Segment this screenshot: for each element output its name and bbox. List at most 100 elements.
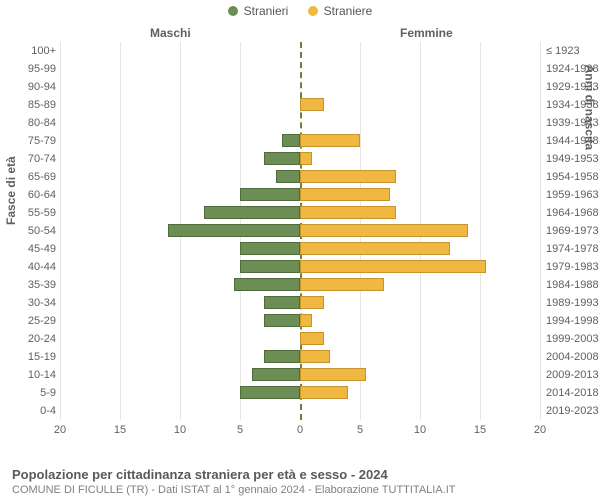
bar-female	[300, 134, 360, 147]
table-row: 60-641959-1963	[60, 186, 540, 204]
y-tick-right: 1994-1998	[546, 312, 600, 330]
y-tick-left: 55-59	[0, 204, 56, 222]
bar-male	[240, 260, 300, 273]
y-tick-right: 1939-1943	[546, 114, 600, 132]
y-tick-right: 2004-2008	[546, 348, 600, 366]
header-left: Maschi	[150, 26, 191, 40]
x-tick-label: 15	[474, 424, 486, 436]
y-tick-right: 1979-1983	[546, 258, 600, 276]
y-tick-right: 1999-2003	[546, 330, 600, 348]
bar-female	[300, 260, 486, 273]
x-tick-label: 20	[54, 424, 66, 436]
bar-female	[300, 188, 390, 201]
table-row: 20-241999-2003	[60, 330, 540, 348]
y-tick-left: 40-44	[0, 258, 56, 276]
bar-female	[300, 98, 324, 111]
bar-female	[300, 170, 396, 183]
legend-item-left: Stranieri	[228, 4, 289, 18]
plot-area: 201510505101520100+≤ 192395-991924-19289…	[60, 42, 540, 442]
bar-female	[300, 368, 366, 381]
y-tick-left: 45-49	[0, 240, 56, 258]
table-row: 35-391984-1988	[60, 276, 540, 294]
y-tick-right: 1964-1968	[546, 204, 600, 222]
y-tick-right: 1974-1978	[546, 240, 600, 258]
table-row: 5-92014-2018	[60, 384, 540, 402]
bar-male	[240, 242, 300, 255]
y-tick-right: ≤ 1923	[546, 42, 600, 60]
x-tick-label: 10	[174, 424, 186, 436]
table-row: 40-441979-1983	[60, 258, 540, 276]
table-row: 30-341989-1993	[60, 294, 540, 312]
y-tick-right: 1949-1953	[546, 150, 600, 168]
bar-female	[300, 386, 348, 399]
table-row: 0-42019-2023	[60, 402, 540, 420]
bar-female	[300, 224, 468, 237]
y-tick-left: 35-39	[0, 276, 56, 294]
legend-swatch-left	[228, 6, 238, 16]
y-tick-right: 2014-2018	[546, 384, 600, 402]
table-row: 65-691954-1958	[60, 168, 540, 186]
bar-female	[300, 296, 324, 309]
bar-male	[168, 224, 300, 237]
y-tick-left: 25-29	[0, 312, 56, 330]
y-tick-left: 100+	[0, 42, 56, 60]
caption: Popolazione per cittadinanza straniera p…	[12, 467, 588, 496]
x-tick-label: 5	[237, 424, 243, 436]
y-tick-right: 1959-1963	[546, 186, 600, 204]
y-tick-right: 1924-1928	[546, 60, 600, 78]
y-tick-left: 70-74	[0, 150, 56, 168]
y-tick-right: 1969-1973	[546, 222, 600, 240]
table-row: 90-941929-1933	[60, 78, 540, 96]
bar-female	[300, 314, 312, 327]
bar-male	[264, 296, 300, 309]
table-row: 85-891934-1938	[60, 96, 540, 114]
table-row: 10-142009-2013	[60, 366, 540, 384]
bar-female	[300, 242, 450, 255]
y-tick-right: 1954-1958	[546, 168, 600, 186]
y-tick-left: 80-84	[0, 114, 56, 132]
y-tick-right: 1929-1933	[546, 78, 600, 96]
y-tick-left: 0-4	[0, 402, 56, 420]
pyramid-chart-root: Stranieri Straniere Maschi Femmine Fasce…	[0, 0, 600, 500]
legend-item-right: Straniere	[308, 4, 373, 18]
y-tick-left: 10-14	[0, 366, 56, 384]
bar-male	[276, 170, 300, 183]
y-tick-left: 15-19	[0, 348, 56, 366]
bar-male	[252, 368, 300, 381]
table-row: 55-591964-1968	[60, 204, 540, 222]
y-tick-right: 1934-1938	[546, 96, 600, 114]
bar-male	[240, 386, 300, 399]
y-tick-left: 5-9	[0, 384, 56, 402]
x-tick-label: 5	[357, 424, 363, 436]
table-row: 50-541969-1973	[60, 222, 540, 240]
y-tick-left: 75-79	[0, 132, 56, 150]
y-tick-right: 2019-2023	[546, 402, 600, 420]
table-row: 45-491974-1978	[60, 240, 540, 258]
y-tick-right: 1984-1988	[546, 276, 600, 294]
legend-swatch-right	[308, 6, 318, 16]
table-row: 70-741949-1953	[60, 150, 540, 168]
bar-female	[300, 350, 330, 363]
y-tick-right: 1989-1993	[546, 294, 600, 312]
y-tick-left: 30-34	[0, 294, 56, 312]
y-tick-right: 1944-1948	[546, 132, 600, 150]
y-tick-left: 95-99	[0, 60, 56, 78]
bar-female	[300, 152, 312, 165]
bar-female	[300, 332, 324, 345]
bar-male	[240, 188, 300, 201]
x-tick-label: 0	[297, 424, 303, 436]
legend: Stranieri Straniere	[0, 4, 600, 19]
bar-female	[300, 278, 384, 291]
table-row: 100+≤ 1923	[60, 42, 540, 60]
bar-male	[234, 278, 300, 291]
gridline	[540, 42, 541, 420]
bar-male	[282, 134, 300, 147]
legend-label-left: Stranieri	[244, 4, 289, 18]
bar-male	[264, 314, 300, 327]
y-tick-right: 2009-2013	[546, 366, 600, 384]
table-row: 25-291994-1998	[60, 312, 540, 330]
legend-label-right: Straniere	[324, 4, 373, 18]
bar-male	[264, 350, 300, 363]
table-row: 95-991924-1928	[60, 60, 540, 78]
table-row: 15-192004-2008	[60, 348, 540, 366]
